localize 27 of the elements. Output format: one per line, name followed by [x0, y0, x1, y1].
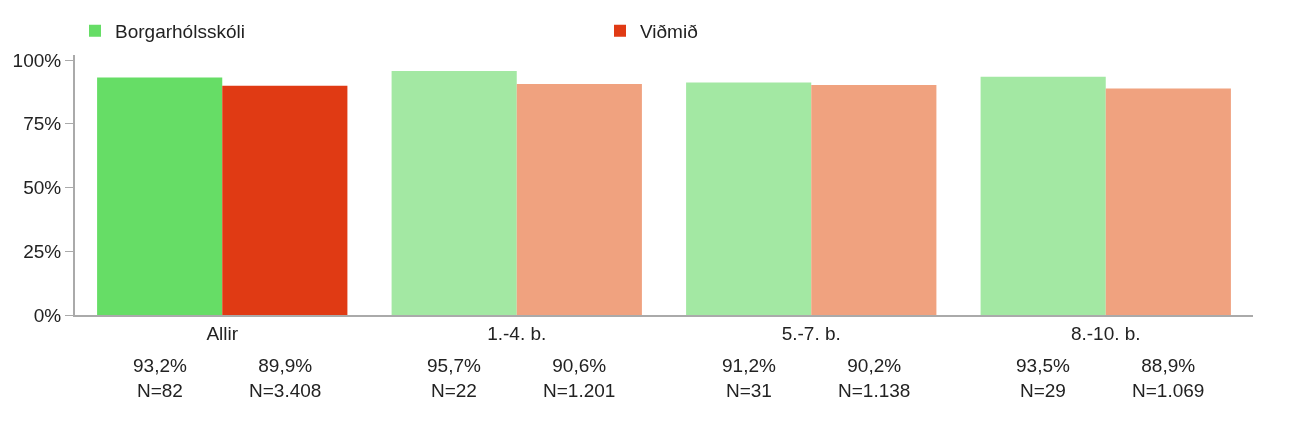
legend-label: Borgarhólsskóli	[115, 21, 245, 43]
x-tick-label: 8.-10. b.	[1070, 322, 1141, 344]
data-label: 90,6% N=1.201	[543, 355, 616, 401]
data-label: 88,9% N=1.069	[1132, 355, 1205, 401]
bar	[391, 71, 517, 315]
data-label: 90,2% N=1.138	[838, 355, 911, 401]
legend-label: Viðmið	[640, 21, 698, 43]
bar	[811, 85, 937, 315]
data-label: 95,7% N=22	[427, 355, 481, 401]
data-label: 93,2% N=82	[133, 355, 187, 401]
y-tick-label: 0%	[33, 304, 62, 326]
bar	[980, 76, 1106, 315]
data-label: 93,5% N=29	[1016, 355, 1070, 401]
data-label: 89,9% N=3.408	[249, 355, 322, 401]
bar	[1105, 88, 1231, 315]
x-tick-label: 5.-7. b.	[781, 322, 841, 344]
data-label: 91,2% N=31	[722, 355, 776, 401]
y-tick-label: 50%	[23, 177, 62, 199]
x-tick-label: Allir	[206, 322, 239, 344]
x-tick-label: 1.-4. b.	[487, 322, 547, 344]
y-tick-label: 100%	[12, 49, 62, 71]
bar	[516, 84, 642, 315]
y-tick-label: 25%	[23, 240, 62, 262]
bar	[97, 77, 223, 315]
y-tick-label: 75%	[23, 113, 62, 135]
bar	[686, 82, 812, 315]
bar	[222, 85, 348, 315]
